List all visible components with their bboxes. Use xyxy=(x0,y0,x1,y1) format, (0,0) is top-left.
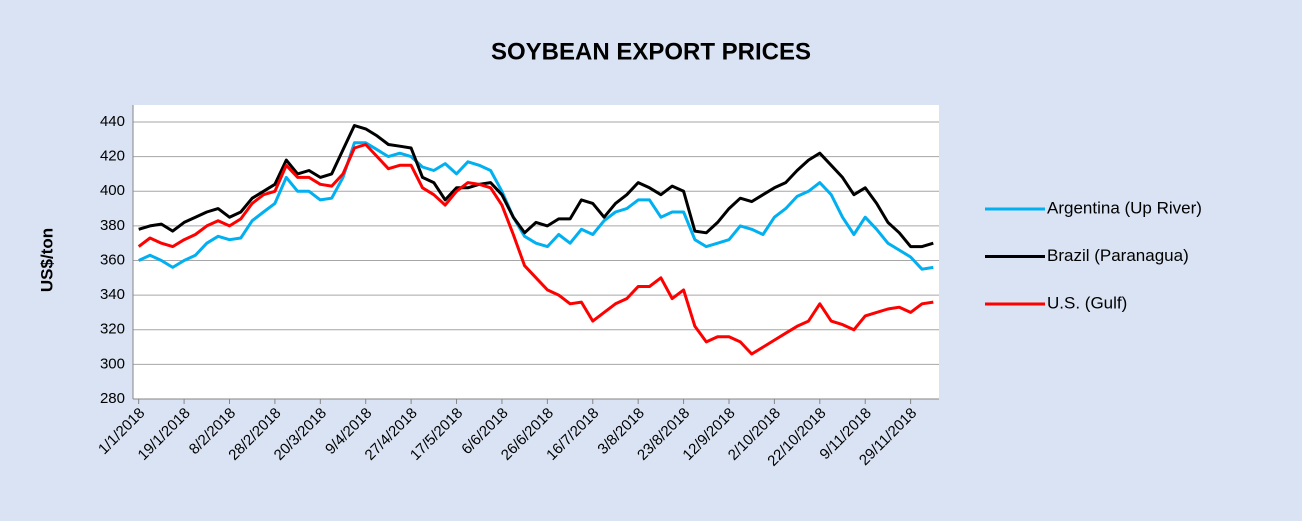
y-tick-label: 420 xyxy=(100,148,125,165)
plot-area xyxy=(133,105,939,399)
y-tick-label: 340 xyxy=(100,286,125,303)
series-line xyxy=(138,124,934,249)
chart-title: SOYBEAN EXPORT PRICES xyxy=(491,38,811,65)
y-tick-label: 280 xyxy=(100,390,125,407)
y-axis-label: US$/ton xyxy=(37,228,56,292)
y-tick-label: 440 xyxy=(100,113,125,130)
legend-label: Argentina (Up River) xyxy=(1047,198,1202,217)
y-tick-label: 300 xyxy=(100,355,125,372)
y-tick-label: 400 xyxy=(100,182,125,199)
y-tick-label: 380 xyxy=(100,217,125,234)
series-line xyxy=(137,143,934,356)
legend-label: Brazil (Paranagua) xyxy=(1047,246,1189,265)
y-tick-label: 360 xyxy=(100,251,125,268)
series-line xyxy=(138,141,934,271)
y-tick-label: 320 xyxy=(100,321,125,338)
legend-label: U.S. (Gulf) xyxy=(1047,293,1127,312)
